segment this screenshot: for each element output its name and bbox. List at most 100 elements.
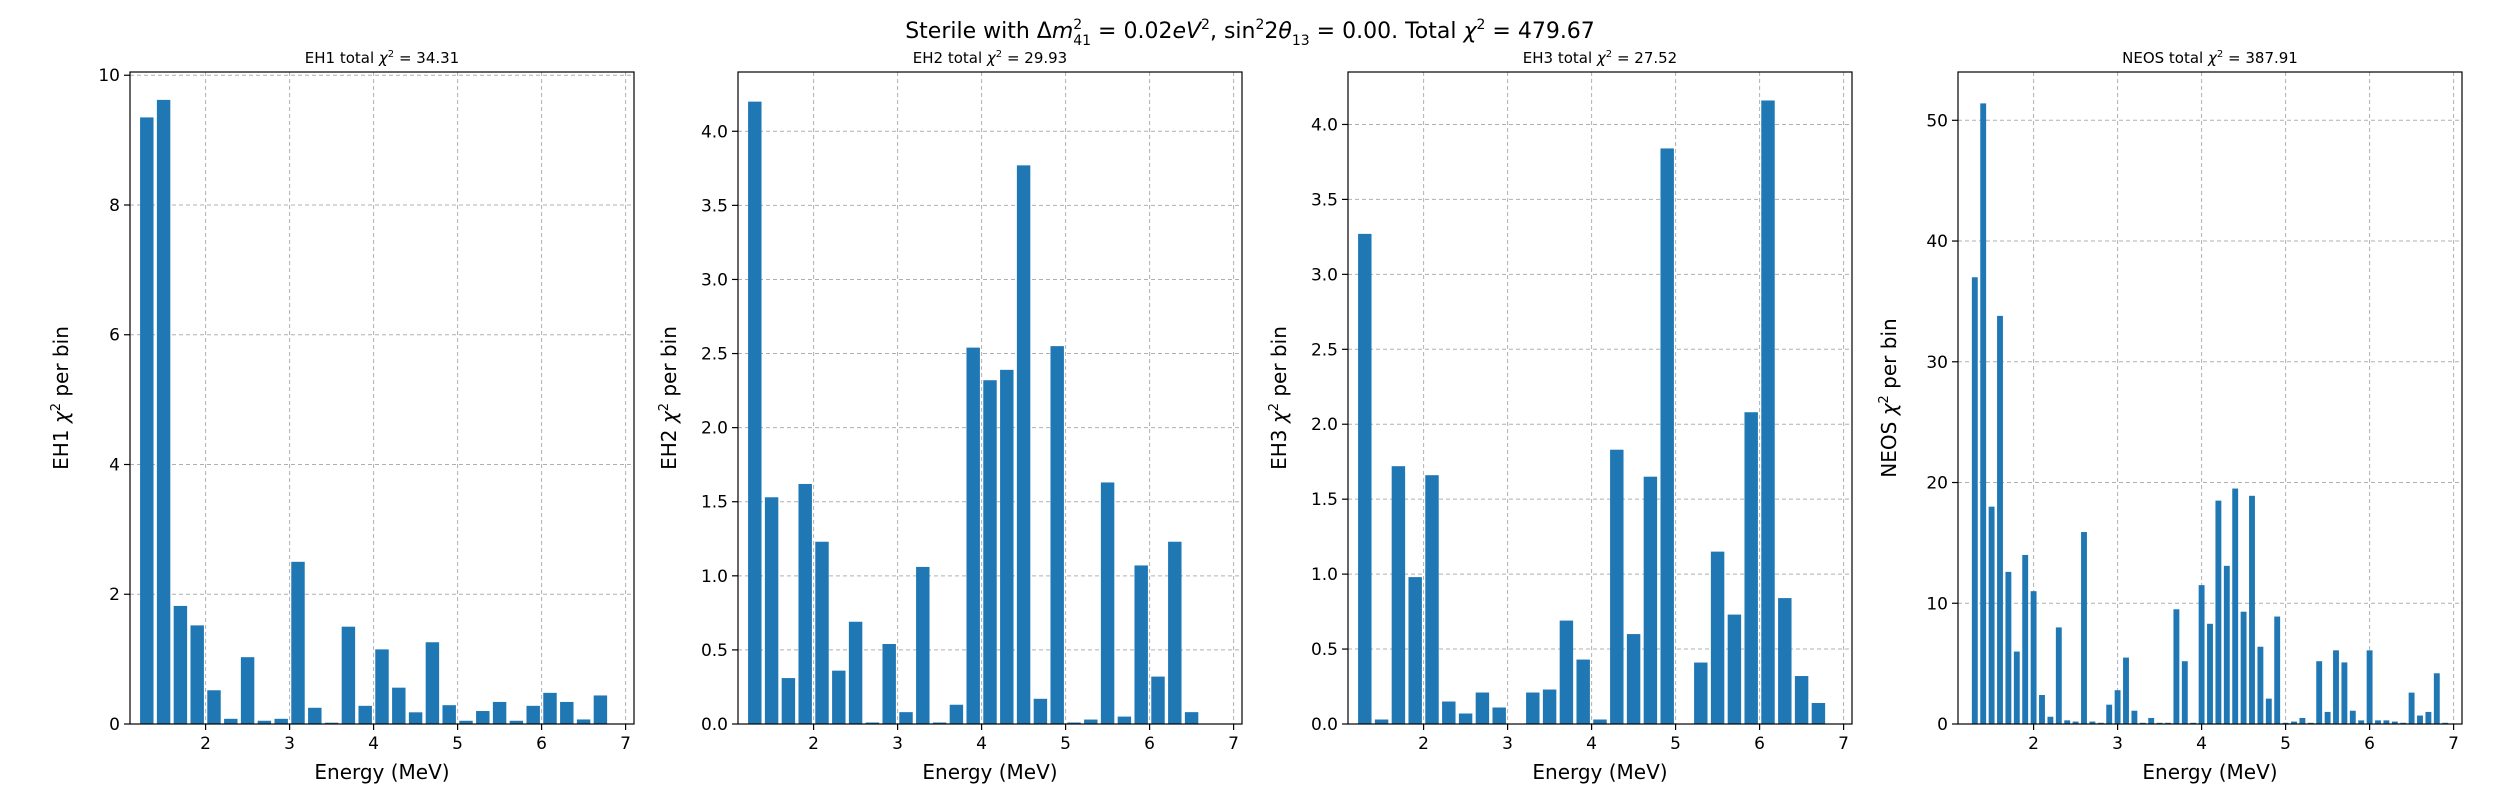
bar xyxy=(2240,611,2247,724)
bar xyxy=(1744,412,1758,724)
bar xyxy=(408,712,423,724)
bar xyxy=(358,705,372,724)
y-tick-label: 0.5 xyxy=(701,641,728,661)
panel-title: EH3 total χ2 = 27.52 xyxy=(1523,49,1677,67)
bar xyxy=(2349,710,2356,724)
bar xyxy=(916,566,930,724)
bar xyxy=(815,541,829,724)
bars xyxy=(1971,103,2449,725)
bar xyxy=(882,643,896,724)
bar xyxy=(1100,482,1115,724)
bar xyxy=(324,722,339,724)
x-tick-label: 3 xyxy=(1502,734,1513,754)
bar xyxy=(1050,346,1064,724)
chart-panel-eh2: 2 3 4 5 6 7 0.0 0.5 1.0 1.5 2.0 2.5 3.0 3.5 4.0 EH2 tot… xyxy=(657,49,1243,784)
axes-frame xyxy=(737,71,1243,725)
bar xyxy=(932,722,947,724)
bar xyxy=(2089,721,2096,724)
x-axis-label: Energy (MeV) xyxy=(2142,760,2277,784)
y-tick-label: 10 xyxy=(98,66,120,86)
y-tick-label: 10 xyxy=(1926,594,1948,614)
bar xyxy=(1997,315,2003,724)
bar xyxy=(2131,710,2138,724)
bar xyxy=(2039,695,2045,724)
bar xyxy=(1576,659,1590,724)
bar xyxy=(425,642,440,724)
bar xyxy=(375,649,389,724)
y-tick-label: 4 xyxy=(109,455,120,475)
bar xyxy=(1000,369,1014,724)
bar xyxy=(509,720,524,724)
grid xyxy=(130,72,634,725)
bar xyxy=(459,720,473,724)
x-axis-label: Energy (MeV) xyxy=(314,760,449,784)
bar xyxy=(2442,722,2449,724)
chart-panel-eh3: 2 3 4 5 6 7 0.0 0.5 1.0 1.5 2.0 2.5 3.0 3.5 4.0 EH3 tot… xyxy=(1267,49,1853,784)
x-tick-label: 3 xyxy=(284,734,295,754)
x-tick-label: 5 xyxy=(452,734,463,754)
x-tick-label: 6 xyxy=(1754,734,1765,754)
bar xyxy=(1643,476,1658,724)
bar xyxy=(1458,713,1473,724)
bar xyxy=(848,621,863,724)
x-tick-label: 2 xyxy=(2028,734,2039,754)
bar xyxy=(2148,717,2155,724)
bar xyxy=(2005,571,2012,724)
bar xyxy=(156,99,171,725)
y-tick-label: 30 xyxy=(1926,353,1948,373)
bar xyxy=(1761,100,1775,725)
y-axis-label: EH2 χ2 per bin xyxy=(657,326,681,470)
bar xyxy=(1811,703,1826,724)
y-tick-label: 1.0 xyxy=(1311,565,1338,585)
bar xyxy=(1134,565,1148,724)
x-tick-label: 3 xyxy=(2112,734,2123,754)
bar xyxy=(2114,690,2121,724)
x-tick-label: 7 xyxy=(620,734,631,754)
bar xyxy=(1442,701,1456,724)
bar xyxy=(2307,722,2314,724)
y-tick-label: 1.5 xyxy=(1311,490,1338,510)
bar xyxy=(492,701,507,724)
y-tick-label: 40 xyxy=(1926,232,1948,252)
x-tick-label: 4 xyxy=(2196,734,2207,754)
bar xyxy=(341,626,356,724)
bar xyxy=(2030,591,2037,724)
panel-title: EH2 total χ2 = 29.93 xyxy=(913,49,1067,67)
bar xyxy=(2022,554,2029,724)
bar xyxy=(781,678,796,724)
x-tick-label: 2 xyxy=(808,734,819,754)
bar xyxy=(2223,565,2230,724)
bar xyxy=(1067,722,1081,724)
bar xyxy=(2333,650,2339,724)
bar xyxy=(1374,719,1389,724)
bar xyxy=(1988,506,1995,724)
bar xyxy=(2358,720,2365,724)
y-tick-label: 4.0 xyxy=(1311,115,1338,135)
bars xyxy=(140,99,608,725)
y-tick-label: 2.5 xyxy=(701,345,728,365)
bar xyxy=(140,117,154,724)
bar xyxy=(1492,707,1506,724)
bar xyxy=(2400,722,2407,724)
bar xyxy=(966,347,980,724)
bar xyxy=(832,670,846,724)
axes-frame xyxy=(129,71,635,725)
bar xyxy=(2190,722,2197,724)
bar xyxy=(2165,722,2171,724)
bar xyxy=(2156,722,2163,724)
bar xyxy=(764,497,779,724)
bar xyxy=(442,705,456,724)
bar xyxy=(2081,532,2087,724)
bar xyxy=(2139,722,2146,724)
bar xyxy=(865,722,880,724)
bar xyxy=(308,707,322,724)
bar xyxy=(1151,676,1165,724)
y-tick-label: 3.0 xyxy=(701,270,728,290)
bar xyxy=(2291,721,2297,724)
bar xyxy=(1542,689,1557,724)
bar xyxy=(2249,495,2255,724)
bar xyxy=(560,701,574,724)
bar xyxy=(291,561,305,724)
bar xyxy=(2106,704,2113,724)
bar xyxy=(1980,103,1987,725)
